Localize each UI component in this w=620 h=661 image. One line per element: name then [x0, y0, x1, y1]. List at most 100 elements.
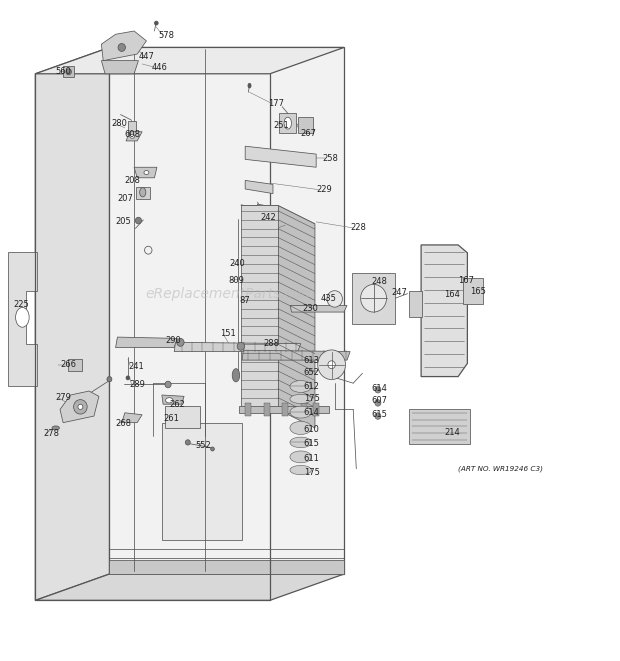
Text: 167: 167 [458, 276, 474, 285]
Polygon shape [298, 116, 313, 133]
Text: 164: 164 [445, 290, 461, 299]
Ellipse shape [74, 400, 87, 414]
Polygon shape [282, 403, 288, 416]
Polygon shape [245, 180, 273, 194]
Polygon shape [245, 403, 251, 416]
Polygon shape [126, 132, 142, 141]
Text: 560: 560 [56, 67, 71, 76]
Ellipse shape [126, 376, 130, 380]
Text: 207: 207 [117, 194, 133, 204]
Polygon shape [7, 252, 37, 387]
Text: 614: 614 [304, 408, 320, 416]
Polygon shape [421, 245, 467, 377]
Text: 610: 610 [304, 425, 320, 434]
Text: 278: 278 [43, 429, 60, 438]
Ellipse shape [327, 291, 342, 307]
Polygon shape [128, 121, 136, 133]
Polygon shape [174, 342, 301, 352]
Polygon shape [279, 113, 296, 133]
Text: 175: 175 [304, 467, 320, 477]
Text: 208: 208 [125, 176, 141, 185]
Polygon shape [278, 206, 315, 428]
Ellipse shape [16, 307, 29, 327]
Ellipse shape [66, 69, 71, 75]
Ellipse shape [290, 381, 311, 393]
Text: 290: 290 [165, 336, 180, 345]
Polygon shape [245, 146, 316, 167]
Polygon shape [352, 272, 395, 324]
Text: 268: 268 [115, 420, 131, 428]
Ellipse shape [154, 21, 158, 25]
Text: 652: 652 [304, 368, 320, 377]
Text: 578: 578 [159, 31, 175, 40]
Polygon shape [290, 305, 347, 312]
Ellipse shape [290, 421, 311, 434]
Polygon shape [134, 167, 157, 178]
Polygon shape [409, 409, 471, 444]
Polygon shape [165, 407, 200, 428]
Polygon shape [313, 403, 319, 416]
Polygon shape [241, 206, 278, 409]
Ellipse shape [232, 369, 240, 382]
Ellipse shape [52, 426, 60, 430]
Text: 251: 251 [273, 121, 289, 130]
Text: 248: 248 [372, 277, 388, 286]
Text: 612: 612 [304, 382, 320, 391]
Polygon shape [35, 48, 109, 600]
Text: 242: 242 [260, 213, 277, 222]
Ellipse shape [290, 437, 311, 447]
Text: eReplacementParts.com: eReplacementParts.com [145, 288, 314, 301]
Ellipse shape [177, 338, 184, 346]
Text: 447: 447 [139, 52, 155, 61]
Text: 614: 614 [372, 384, 388, 393]
Polygon shape [239, 407, 329, 412]
Text: 446: 446 [151, 63, 167, 71]
Text: 615: 615 [304, 439, 320, 448]
Text: 809: 809 [229, 276, 244, 285]
Polygon shape [255, 204, 272, 217]
Ellipse shape [140, 188, 146, 197]
Ellipse shape [165, 381, 171, 388]
Text: 229: 229 [316, 185, 332, 194]
Ellipse shape [118, 44, 125, 52]
Text: 87: 87 [240, 296, 250, 305]
Ellipse shape [375, 400, 381, 407]
Text: 613: 613 [304, 356, 320, 365]
Ellipse shape [135, 217, 141, 224]
Text: 175: 175 [304, 395, 320, 403]
Text: 279: 279 [56, 393, 71, 402]
Polygon shape [35, 574, 344, 600]
Ellipse shape [290, 451, 311, 463]
Polygon shape [122, 412, 142, 422]
Text: 267: 267 [300, 128, 316, 137]
Ellipse shape [130, 134, 135, 138]
Ellipse shape [290, 465, 311, 475]
Polygon shape [409, 291, 422, 317]
Polygon shape [68, 360, 82, 371]
Text: 258: 258 [322, 153, 339, 163]
Polygon shape [162, 395, 184, 405]
Ellipse shape [107, 377, 112, 382]
Polygon shape [463, 278, 483, 304]
Ellipse shape [317, 350, 345, 379]
Text: 228: 228 [350, 223, 366, 232]
Ellipse shape [237, 342, 244, 350]
Ellipse shape [211, 447, 215, 451]
Text: 611: 611 [304, 454, 320, 463]
Text: 230: 230 [303, 303, 319, 313]
Polygon shape [301, 403, 307, 416]
Polygon shape [241, 206, 315, 224]
Text: 151: 151 [221, 329, 236, 338]
Ellipse shape [375, 412, 381, 419]
Text: 608: 608 [125, 130, 141, 139]
Text: 607: 607 [372, 397, 388, 405]
Text: 262: 262 [170, 400, 186, 408]
Ellipse shape [78, 405, 83, 409]
Ellipse shape [166, 398, 173, 403]
Text: 552: 552 [196, 441, 211, 450]
Text: 241: 241 [128, 362, 144, 371]
Ellipse shape [284, 117, 291, 129]
Ellipse shape [248, 83, 251, 88]
Text: 225: 225 [14, 299, 30, 309]
Polygon shape [60, 391, 99, 422]
